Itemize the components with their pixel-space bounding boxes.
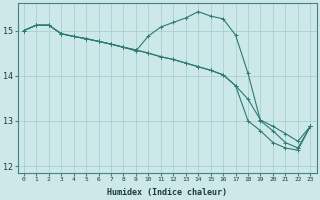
X-axis label: Humidex (Indice chaleur): Humidex (Indice chaleur) [107, 188, 227, 197]
